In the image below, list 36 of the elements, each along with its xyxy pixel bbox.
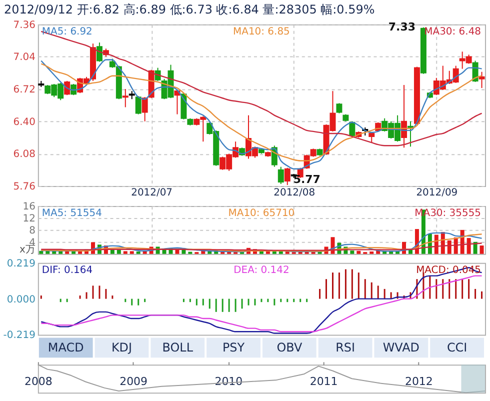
text: WVAD [382,340,420,355]
text: OBV [276,340,303,355]
annotation: 7.33 [388,20,416,34]
x-tick-label: 2012/09 [416,188,458,199]
text: PSY [222,340,246,355]
text: MA5: 51554 [42,208,102,219]
y-tick-label: 0.000 [6,294,36,306]
x-tick-label: 2012 [404,375,433,388]
y-tick-label: 0.219 [6,258,36,270]
y-tick-label: 6.72 [13,84,36,96]
y-tick-label: 7.04 [13,52,36,64]
annotation: 5.77 [293,173,320,186]
x-tick-label: 2008 [24,375,52,388]
x-tick-label: 2012/07 [131,188,173,199]
y-tick-label: 12 [22,213,36,224]
y-tick-label: 5.76 [13,182,36,193]
y-tick-label: 7.36 [13,20,36,31]
x-tick-label: 2011 [310,375,338,388]
y-tick-label: 6.08 [13,149,36,160]
y-tick-label: 6.40 [13,116,36,128]
text: MA5: 6.92 [42,26,92,38]
text: KDJ [111,340,132,355]
text: CCI [446,340,468,355]
chart-title: 2012/09/12 开:6.82 高:6.89 低:6.73 收:6.84 量:28305 幅:0.59% [4,2,375,16]
text: MA10: 65710 [228,208,295,219]
text: MACD [48,340,84,355]
y-tick-label: -0.219 [3,330,36,342]
text: BOLL [162,340,194,355]
text: DEA: 0.142 [234,264,290,276]
y-tick-label: 16 [22,201,36,212]
text: DIF: 0.164 [42,264,93,276]
x-tick-label: 2009 [120,375,148,388]
y-tick-label: 8 [29,225,36,236]
text: MA10: 6.85 [233,26,290,38]
text: RSI [336,340,356,355]
x-tick-label: 2012/08 [274,188,316,199]
